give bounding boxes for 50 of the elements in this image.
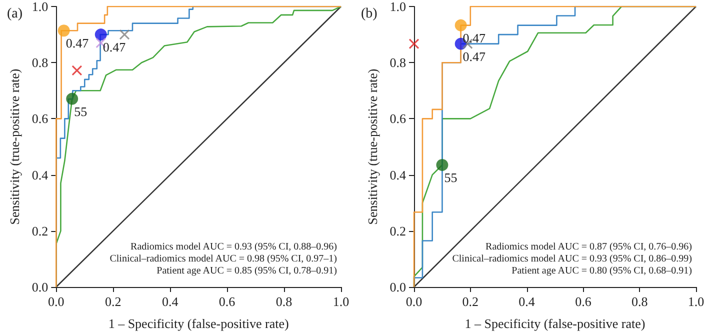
point — [454, 19, 467, 32]
x-tick-label: 0.6 — [218, 294, 236, 309]
y-tick-label: 0.8 — [32, 55, 48, 70]
x-tick-label: 0.4 — [162, 294, 179, 309]
y-tick-label: 0.8 — [390, 55, 406, 70]
annotation: 55 — [444, 170, 458, 185]
x-tick-label: 0.2 — [462, 294, 479, 309]
x-tick-label: 0.6 — [575, 294, 592, 309]
y-tick-label: 0.6 — [32, 111, 49, 126]
x-tick-label: 1.0 — [688, 294, 704, 309]
annotation: Patient age AUC = 0.80 (95% CI, 0.68–0.91) — [512, 266, 692, 276]
chart-title: (a) — [7, 6, 23, 22]
annotation: Clinical–radiomics model AUC = 0.98 (95% CI, 0.97–1) — [110, 254, 337, 264]
x-tick-label: 0.8 — [631, 294, 648, 309]
annotation: 0.47 — [462, 30, 486, 46]
x-tick-label: 0.8 — [276, 294, 292, 309]
x-tick-label: 0.0 — [406, 294, 422, 309]
annotation: 0.47 — [102, 40, 126, 55]
point — [408, 38, 420, 50]
point — [119, 29, 130, 40]
annotation: Radiomics model AUC = 0.93 (95% CI, 0.88–0.96) — [130, 242, 337, 252]
point — [72, 65, 82, 76]
point — [66, 92, 78, 105]
x-tick-label: 0.2 — [104, 294, 122, 309]
point — [58, 24, 70, 37]
y-tick-label: 0.0 — [32, 280, 48, 294]
point — [94, 28, 107, 41]
annotation: Clinical–radiomics model AUC = 0.93 (95% CI, 0.86–0.99) — [452, 254, 692, 264]
point — [436, 158, 448, 171]
y-axis-title: Sensitivity (true-positive rate) — [7, 68, 22, 225]
annotation: Patient age AUC = 0.85 (95% CI, 0.78–0.91) — [156, 266, 337, 276]
y-tick-label: 0.2 — [32, 223, 48, 238]
x-axis-title: 1 – Specificity (false-positive rate) — [108, 316, 289, 331]
y-tick-label: 1.0 — [390, 0, 406, 14]
y-tick-label: 0.0 — [390, 280, 406, 294]
x-tick-label: 0.0 — [48, 294, 64, 309]
y-tick-label: 0.4 — [390, 167, 406, 182]
annotation: 55 — [74, 104, 88, 119]
y-axis-title: Sensitivity (true-positive rate) — [364, 68, 380, 225]
x-axis-title: 1 – Specificity (false-positive rate) — [464, 316, 646, 331]
y-tick-label: 0.2 — [390, 223, 406, 238]
annotation: 0.47 — [66, 36, 90, 51]
x-tick-label: 1.0 — [332, 294, 350, 309]
annotation: 0.47 — [462, 48, 486, 64]
annotation: Radiomics model AUC = 0.87 (95% CI, 0.76–0.96) — [486, 242, 692, 252]
y-tick-label: 0.6 — [390, 111, 406, 126]
y-tick-label: 1.0 — [32, 0, 48, 14]
chart-title: (b) — [361, 6, 378, 22]
x-tick-label: 0.4 — [518, 294, 536, 309]
y-tick-label: 0.4 — [32, 167, 49, 182]
